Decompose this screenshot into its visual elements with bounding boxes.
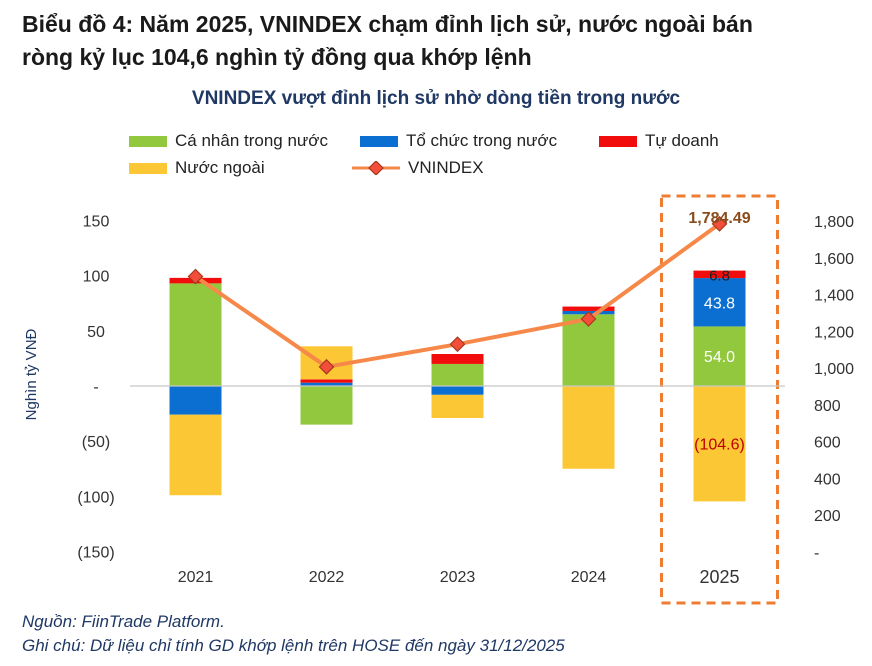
- heading-line-2: ròng kỷ lục 104,6 nghìn tỷ đồng qua khớp…: [22, 44, 532, 70]
- bar-tu-doanh-2024: [562, 306, 615, 311]
- vnindex-point-2024: [580, 311, 597, 327]
- y-tick-right: 1,800: [814, 214, 854, 231]
- y-tick-right: 200: [814, 508, 841, 525]
- bar-nuoc-ngoai-2021: [169, 414, 222, 496]
- y-tick-left: 50: [87, 324, 105, 341]
- legend-label-vnindex: VNINDEX: [408, 158, 484, 177]
- legend-swatch-tu-doanh: [599, 135, 637, 147]
- bar-nuoc-ngoai-2025: [693, 386, 746, 502]
- bar-nuoc-ngoai-2023: [431, 394, 484, 418]
- data-label-ca-nhan: 54.0: [704, 349, 735, 366]
- bar-to-chuc-2023: [431, 386, 484, 395]
- y-tick-right: 1,600: [814, 251, 854, 268]
- footer-source: Nguồn: FiinTrade Platform.: [22, 612, 225, 631]
- y-tick-right: 1,200: [814, 324, 854, 341]
- bar-ca-nhan-2023: [431, 363, 484, 386]
- y-tick-right: 800: [814, 398, 841, 415]
- bar-to-chuc-2021: [169, 386, 222, 415]
- legend-item-nuoc-ngoai: Nước ngoài: [129, 158, 265, 178]
- legend-swatch-vnindex: [352, 161, 400, 175]
- data-label-to-chuc: 43.8: [704, 295, 735, 312]
- bar-ca-nhan-2022: [300, 386, 353, 425]
- legend-item-tu-doanh: Tự doanh: [599, 131, 719, 151]
- bar-to-chuc-2025: [693, 278, 746, 327]
- bar-nuoc-ngoai-2024: [562, 386, 615, 469]
- x-tick-2022: 2022: [309, 569, 345, 586]
- vnindex-point-2021: [187, 268, 204, 285]
- y-tick-right: -: [814, 545, 819, 562]
- y-tick-right: 1,000: [814, 361, 854, 378]
- x-tick-2024: 2024: [571, 569, 607, 586]
- y-tick-right: 600: [814, 435, 841, 452]
- vnindex-point-2022: [318, 358, 335, 375]
- x-tick-2021: 2021: [178, 569, 214, 586]
- y-tick-right: 1,400: [814, 288, 854, 305]
- y-axis-label: Nghìn tỷ VNĐ: [23, 328, 40, 420]
- y-tick-left: -: [93, 379, 98, 396]
- legend-label-nuoc-ngoai: Nước ngoài: [175, 158, 265, 177]
- bar-ca-nhan-2025: [693, 326, 746, 386]
- x-tick-2025: 2025: [699, 567, 739, 587]
- legend-label-to-chuc: Tổ chức trong nước: [406, 131, 558, 150]
- bar-ca-nhan-2021: [169, 283, 222, 386]
- legend-swatch-ca-nhan: [129, 135, 167, 147]
- chart-title: VNINDEX vượt đỉnh lịch sử nhờ dòng tiền …: [191, 88, 681, 109]
- legend-item-ca-nhan: Cá nhân trong nước: [129, 131, 328, 151]
- data-label-nuoc-ngoai: (104.6): [694, 437, 745, 454]
- legend-swatch-nuoc-ngoai: [129, 162, 167, 174]
- bar-tu-doanh-2023: [431, 354, 484, 364]
- highlight-box-2025: [660, 194, 779, 605]
- data-label-vnindex: 1,784.49: [688, 210, 750, 227]
- legend-label-tu-doanh: Tự doanh: [645, 131, 719, 150]
- bar-tu-doanh-2025: [693, 270, 746, 279]
- vnindex-point-2025: [711, 215, 728, 232]
- y-tick-left: 100: [83, 269, 110, 286]
- legend-item-to-chuc: Tổ chức trong nước: [360, 131, 557, 151]
- bar-tu-doanh-2022: [300, 379, 353, 383]
- footer-note: Ghi chú: Dữ liệu chỉ tính GD khớp lệnh t…: [22, 636, 565, 655]
- legend-swatch-to-chuc: [360, 135, 398, 147]
- y-tick-left: (150): [77, 545, 114, 562]
- y-tick-right: 400: [814, 471, 841, 488]
- figure-heading: Biểu đồ 4: Năm 2025, VNINDEX chạm đỉnh l…: [22, 8, 862, 74]
- legend-item-vnindex: VNINDEX: [352, 158, 484, 178]
- y-tick-left: (50): [82, 434, 110, 451]
- heading-line-1: Biểu đồ 4: Năm 2025, VNINDEX chạm đỉnh l…: [22, 11, 753, 37]
- vnindex-point-2023: [449, 336, 466, 353]
- data-label-tu-doanh: 6.8: [709, 267, 730, 284]
- x-tick-2023: 2023: [440, 569, 476, 586]
- y-tick-left: 150: [83, 214, 110, 231]
- y-tick-left: (100): [77, 489, 114, 506]
- legend-label-ca-nhan: Cá nhân trong nước: [175, 131, 328, 150]
- bar-to-chuc-2022: [300, 382, 353, 386]
